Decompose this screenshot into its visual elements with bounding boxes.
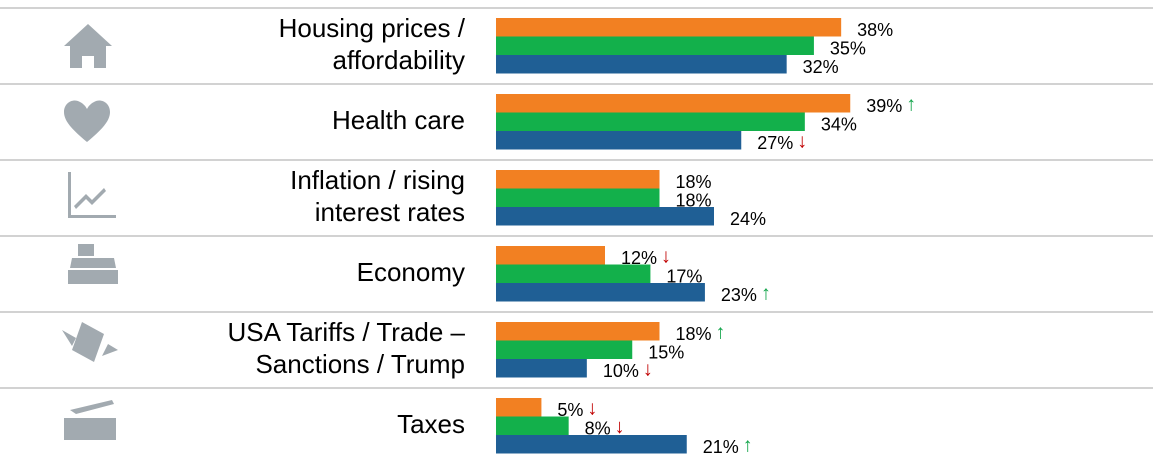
- category-line: Inflation / rising: [290, 165, 465, 195]
- category-icon: [64, 24, 112, 68]
- value-label: 24%: [730, 209, 766, 229]
- category-line: Housing prices /: [279, 13, 466, 43]
- value-label: 12%: [621, 248, 657, 268]
- bar: [496, 398, 542, 417]
- category-line: interest rates: [315, 197, 465, 227]
- category-icon: [68, 244, 118, 284]
- value-label: 35%: [830, 38, 866, 58]
- value-label: 18%: [676, 172, 712, 192]
- bar: [496, 283, 705, 302]
- bar: [496, 55, 787, 74]
- category-label: Economy: [357, 257, 465, 287]
- trend-arrow: ↑: [743, 434, 753, 456]
- bar: [496, 359, 587, 378]
- bar: [496, 94, 851, 113]
- trend-arrow: ↑: [761, 282, 771, 304]
- trend-arrow: ↓: [615, 416, 625, 438]
- trend-arrow: ↓: [661, 245, 671, 267]
- trend-arrow: ↑: [716, 321, 726, 343]
- value-label: 34%: [821, 114, 857, 134]
- trend-arrow: ↓: [797, 130, 807, 152]
- category-line: Economy: [357, 257, 465, 287]
- category-line: Taxes: [397, 409, 465, 439]
- bar: [496, 435, 687, 454]
- value-label: 39%: [866, 96, 902, 116]
- category-label: Taxes: [397, 409, 465, 439]
- trend-arrow: ↑: [906, 93, 916, 115]
- category-line: Sanctions / Trump: [255, 349, 465, 379]
- trend-arrow: ↓: [643, 358, 653, 380]
- category-label: Housing prices / affordability: [279, 13, 466, 75]
- value-label: 38%: [857, 20, 893, 40]
- value-label: 15%: [648, 342, 684, 362]
- category-icon: [68, 172, 116, 218]
- category-line: Health care: [332, 105, 465, 135]
- category-label: USA Tariffs / Trade – Sanctions / Trump: [228, 317, 466, 379]
- bar: [496, 131, 742, 150]
- category-line: affordability: [333, 45, 466, 75]
- value-label: 17%: [666, 266, 702, 286]
- bar: [496, 112, 805, 131]
- bar: [496, 188, 660, 207]
- value-label: 10%: [603, 361, 639, 381]
- bar: [496, 340, 633, 359]
- bar: [496, 246, 605, 265]
- value-label: 18%: [676, 190, 712, 210]
- bar: [496, 416, 569, 435]
- bar: [496, 322, 660, 341]
- category-icon: [64, 400, 116, 440]
- category-icon: [62, 322, 118, 362]
- value-label: 27%: [757, 133, 793, 153]
- value-label: 32%: [803, 57, 839, 77]
- category-line: USA Tariffs / Trade –: [228, 317, 466, 347]
- trend-arrow: ↓: [587, 397, 597, 419]
- value-label: 23%: [721, 285, 757, 305]
- value-label: 21%: [703, 437, 739, 457]
- category-icon: [64, 100, 110, 142]
- bar: [496, 36, 814, 55]
- bar: [496, 170, 660, 189]
- value-label: 18%: [676, 324, 712, 344]
- value-label: 5%: [557, 400, 583, 420]
- category-label: Inflation / rising interest rates: [290, 165, 465, 227]
- value-label: 8%: [585, 418, 611, 438]
- bar: [496, 18, 842, 37]
- bar: [496, 207, 714, 226]
- bar: [496, 264, 651, 283]
- category-label: Health care: [332, 105, 465, 135]
